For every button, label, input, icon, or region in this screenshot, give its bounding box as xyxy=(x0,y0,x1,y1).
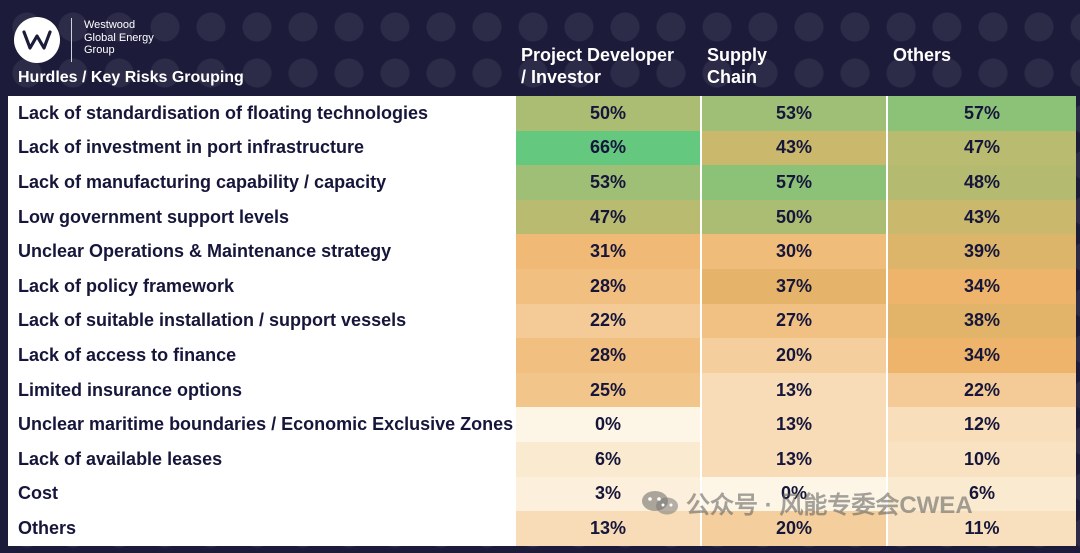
table-row: Lack of available leases 6% 13% 10% xyxy=(8,442,1076,477)
heatmap-cell: 30% xyxy=(702,234,886,269)
heatmap-cell: 12% xyxy=(888,407,1076,442)
heatmap-cell: 11% xyxy=(888,511,1076,546)
heatmap-cell: 39% xyxy=(888,234,1076,269)
heatmap-cell: 57% xyxy=(888,96,1076,131)
row-label: Others xyxy=(18,517,77,538)
logo-divider xyxy=(71,18,72,62)
table-row: Others 13% 20% 11% xyxy=(8,511,1076,546)
heatmap-cell: 53% xyxy=(702,96,886,131)
heatmap-cell: 10% xyxy=(888,442,1076,477)
heatmap-table: Lack of standardisation of floating tech… xyxy=(8,96,1076,546)
table-row: Low government support levels 47% 50% 43% xyxy=(8,199,1076,235)
heatmap-cell: 0% xyxy=(516,407,700,442)
heatmap-cell: 34% xyxy=(888,269,1076,304)
heatmap-cell: 48% xyxy=(888,165,1076,200)
heatmap-cell: 47% xyxy=(516,199,700,235)
heatmap-cell: 38% xyxy=(888,303,1076,339)
wechat-icon xyxy=(642,490,678,514)
heatmap-cell: 28% xyxy=(516,269,700,304)
row-label: Lack of suitable installation / support … xyxy=(18,310,407,331)
watermark: 公众号 · 风能专委会CWEA xyxy=(640,485,973,520)
heatmap-cell: 53% xyxy=(516,165,700,200)
column-header-line: Others xyxy=(893,45,952,65)
row-label: Lack of standardisation of floating tech… xyxy=(18,102,429,123)
heatmap-cell: 20% xyxy=(702,511,886,546)
row-label: Limited insurance options xyxy=(18,379,243,400)
header: Westwood Global Energy Group Hurdles / K… xyxy=(0,0,1080,96)
heatmap-cell: 0% xyxy=(702,476,886,512)
table-row: Unclear Operations & Maintenance strateg… xyxy=(8,234,1076,269)
column-header-line: Project Developer xyxy=(521,45,675,65)
table-row: Unclear maritime boundaries / Economic E… xyxy=(8,407,1076,442)
heatmap-cell: 50% xyxy=(702,199,886,235)
table-row: Limited insurance options 25% 13% 22% xyxy=(8,372,1076,408)
row-label: Unclear Operations & Maintenance strateg… xyxy=(18,241,392,262)
heatmap-cell: 22% xyxy=(888,372,1076,408)
column-header-developer: Project Developer / Investor xyxy=(521,44,674,88)
row-label: Lack of access to finance xyxy=(18,344,237,365)
heatmap-cell: 6% xyxy=(516,442,700,477)
heatmap-cell: 47% xyxy=(888,130,1076,166)
column-header-line: / Investor xyxy=(521,67,602,87)
row-label: Lack of policy framework xyxy=(18,275,235,296)
westwood-logo xyxy=(14,17,60,63)
heatmap-cell: 31% xyxy=(516,234,700,269)
heatmap-cell: 50% xyxy=(516,96,700,131)
heatmap-cell: 34% xyxy=(888,338,1076,373)
table-row: Lack of investment in port infrastructur… xyxy=(8,130,1076,166)
heatmap-cell: 13% xyxy=(516,511,700,546)
company-name: Westwood Global Energy Group xyxy=(84,19,154,57)
table-row: Lack of manufacturing capability / capac… xyxy=(8,165,1076,200)
heatmap-cell: 43% xyxy=(702,130,886,166)
column-header-supply-chain: Supply Chain xyxy=(707,44,767,88)
heatmap-cell: 13% xyxy=(702,372,886,408)
table-row: Lack of standardisation of floating tech… xyxy=(8,96,1076,131)
row-label: Low government support levels xyxy=(18,206,290,227)
heatmap-cell: 25% xyxy=(516,372,700,408)
w-logo-icon xyxy=(22,30,52,50)
row-label: Lack of manufacturing capability / capac… xyxy=(18,171,387,192)
heatmap-cell: 43% xyxy=(888,199,1076,235)
heatmap-cell: 13% xyxy=(702,407,886,442)
heatmap-cell: 13% xyxy=(702,442,886,477)
heatmap-cell: 57% xyxy=(702,165,886,200)
heatmap-cell: 27% xyxy=(702,303,886,339)
table-row: Lack of suitable installation / support … xyxy=(8,303,1076,339)
company-line: Group xyxy=(84,44,115,56)
row-label: Cost xyxy=(18,483,58,504)
heatmap-cell: 20% xyxy=(702,338,886,373)
grouping-header: Hurdles / Key Risks Grouping xyxy=(18,69,244,86)
company-line: Westwood xyxy=(84,19,136,31)
heatmap-cell: 37% xyxy=(702,269,886,304)
column-header-others: Others xyxy=(893,44,951,66)
row-label: Lack of investment in port infrastructur… xyxy=(18,137,365,158)
column-header-line: Supply xyxy=(707,45,768,65)
heatmap-cell: 28% xyxy=(516,338,700,373)
column-header-line: Chain xyxy=(707,67,758,87)
heatmap-cell: 22% xyxy=(516,303,700,339)
table-row: Lack of access to finance 28% 20% 34% xyxy=(8,338,1076,373)
row-label: Lack of available leases xyxy=(18,448,223,469)
watermark-text: 公众号 · 风能专委会CWEA xyxy=(686,492,973,519)
company-line: Global Energy xyxy=(84,31,154,44)
row-label: Unclear maritime boundaries / Economic E… xyxy=(18,414,514,435)
heatmap-cell: 6% xyxy=(888,476,1076,512)
heatmap-cell: 66% xyxy=(516,130,700,166)
table-row: Lack of policy framework 28% 37% 34% xyxy=(8,269,1076,304)
